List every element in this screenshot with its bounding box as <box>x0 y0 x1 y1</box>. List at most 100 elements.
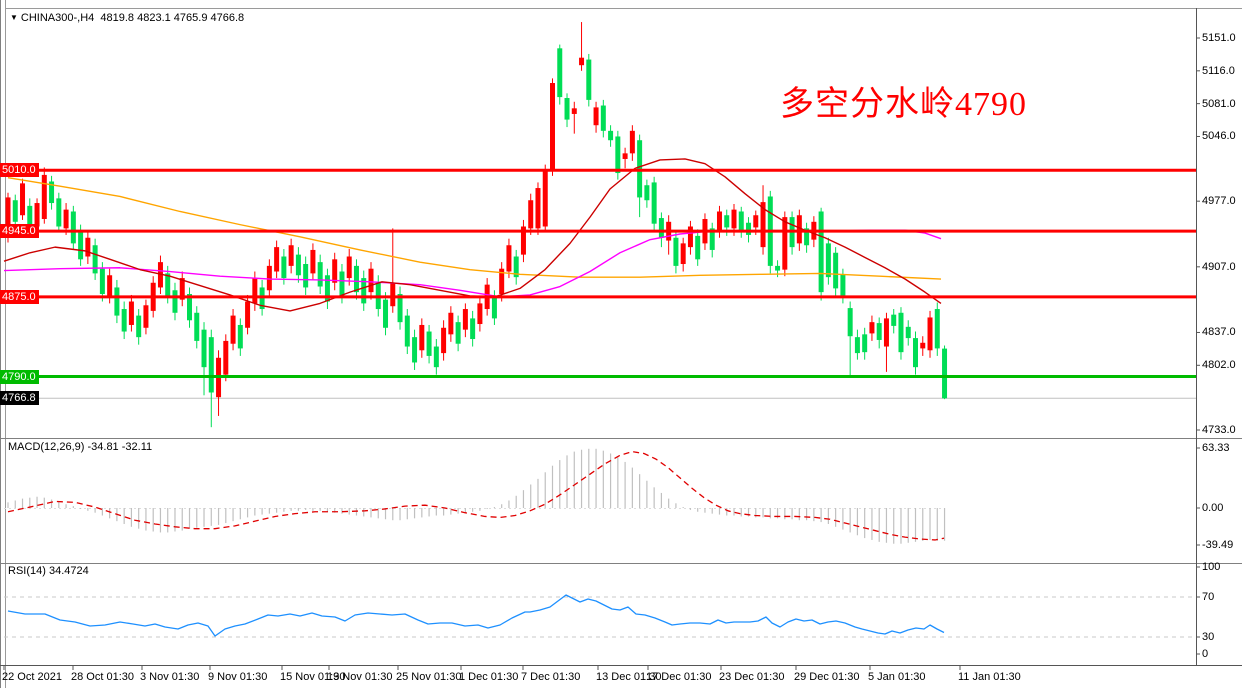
time-axis-label: 1 Dec 01:30 <box>459 671 519 683</box>
candle <box>194 312 200 341</box>
candle <box>404 315 410 347</box>
candle <box>324 275 330 302</box>
price-badge-4875.0[interactable]: 4875.0 <box>0 289 39 304</box>
price-badge-4945.0[interactable]: 4945.0 <box>0 224 39 239</box>
candle <box>564 98 570 120</box>
candle <box>332 259 338 283</box>
rsi-line <box>7 594 945 637</box>
time-axis-label: 29 Dec 01:30 <box>794 671 860 683</box>
candle <box>433 346 439 368</box>
time-axis-label: 28 Oct 01:30 <box>71 671 134 683</box>
candle <box>92 245 98 274</box>
candle <box>368 268 374 293</box>
candle <box>12 200 18 222</box>
rsi-axis-label: 30 <box>1202 631 1215 643</box>
ohlc-values: 4819.8 4823.1 4765.9 4766.8 <box>100 12 245 24</box>
candle <box>709 228 715 250</box>
chart-title: ▼ CHINA300-,H4 4819.8 4823.1 4765.9 4766.… <box>10 12 244 24</box>
candle <box>339 271 345 296</box>
rsi-indicator-label: RSI(14) 34.4724 <box>8 565 89 577</box>
candle <box>295 254 301 276</box>
candle <box>579 57 585 66</box>
macd-signal-line <box>7 450 945 541</box>
candle <box>136 315 142 338</box>
candle <box>608 130 614 141</box>
candle <box>825 243 831 278</box>
rsi-value: 34.4724 <box>48 565 89 577</box>
price-axis-label: 5116.0 <box>1202 64 1235 77</box>
candle <box>56 198 62 227</box>
candle <box>506 245 512 272</box>
candle <box>237 324 243 349</box>
time-axis-label: 9 Nov 01:30 <box>208 671 268 683</box>
candle <box>208 337 214 393</box>
candle <box>876 323 882 340</box>
candle <box>520 226 526 255</box>
candle <box>622 153 628 159</box>
candle <box>854 337 860 354</box>
candle <box>898 312 904 353</box>
candle <box>165 273 171 297</box>
candle <box>913 338 918 368</box>
price-badge-4766.8[interactable]: 4766.8 <box>0 391 39 406</box>
time-axis-label: 25 Nov 01:30 <box>396 671 462 683</box>
candle <box>41 174 47 219</box>
macd-axis-label: -39.49 <box>1202 539 1234 551</box>
candle <box>550 83 555 171</box>
candle <box>557 48 563 98</box>
price-axis-label: 5081.0 <box>1202 97 1236 110</box>
candle <box>615 136 621 174</box>
price-badge-4790.0[interactable]: 4790.0 <box>0 369 39 384</box>
candle <box>593 107 599 126</box>
candle <box>390 282 396 307</box>
candle <box>804 228 810 246</box>
macd-axis-label: 63.33 <box>1202 442 1230 454</box>
candle <box>107 275 113 297</box>
annotation-text[interactable]: 多空分水岭4790 <box>780 86 1027 123</box>
candle <box>477 303 483 325</box>
candle <box>448 312 454 335</box>
macd-main-value: -34.81 <box>87 441 119 453</box>
candle <box>281 256 287 279</box>
candle <box>20 183 26 216</box>
candle <box>782 217 788 270</box>
candle <box>172 290 178 313</box>
candle <box>63 209 69 229</box>
candle <box>143 305 149 328</box>
candle <box>571 108 577 114</box>
price-axis-label: 4837.0 <box>1202 326 1236 339</box>
candle <box>441 327 447 354</box>
candle <box>847 308 853 337</box>
candle <box>869 322 875 334</box>
price-axis-label: 5151.0 <box>1202 32 1236 44</box>
candle <box>651 182 657 224</box>
time-axis-label: 7 Dec 01:30 <box>521 671 581 683</box>
time-axis-label: 5 Jan 01:30 <box>868 671 926 683</box>
candle <box>680 243 686 265</box>
candle <box>738 211 744 231</box>
candle <box>346 256 352 279</box>
rsi-axis-label: 0 <box>1202 648 1209 660</box>
candle <box>629 130 635 154</box>
candle <box>833 252 839 289</box>
time-axis-label: 11 Jan 01:30 <box>958 671 1021 683</box>
time-axis-label: 15 Nov 01:30 <box>280 671 346 683</box>
candle <box>419 324 425 351</box>
collapse-arrow-icon[interactable]: ▼ <box>10 13 18 22</box>
candle <box>673 237 679 266</box>
candle <box>266 265 272 291</box>
candle <box>920 342 926 349</box>
candle <box>658 218 664 238</box>
price-axis-label: 5046.0 <box>1202 130 1236 143</box>
candle <box>121 309 127 332</box>
candle <box>818 211 824 293</box>
candle <box>187 294 192 321</box>
macd-indicator-label: MACD(12,26,9) -34.81 -32.11 <box>8 441 152 453</box>
price-badge-5010.0[interactable]: 5010.0 <box>0 163 39 178</box>
candle <box>5 197 11 237</box>
candle <box>27 205 33 232</box>
candle <box>462 309 468 330</box>
candle <box>528 200 534 229</box>
candle <box>687 226 693 248</box>
